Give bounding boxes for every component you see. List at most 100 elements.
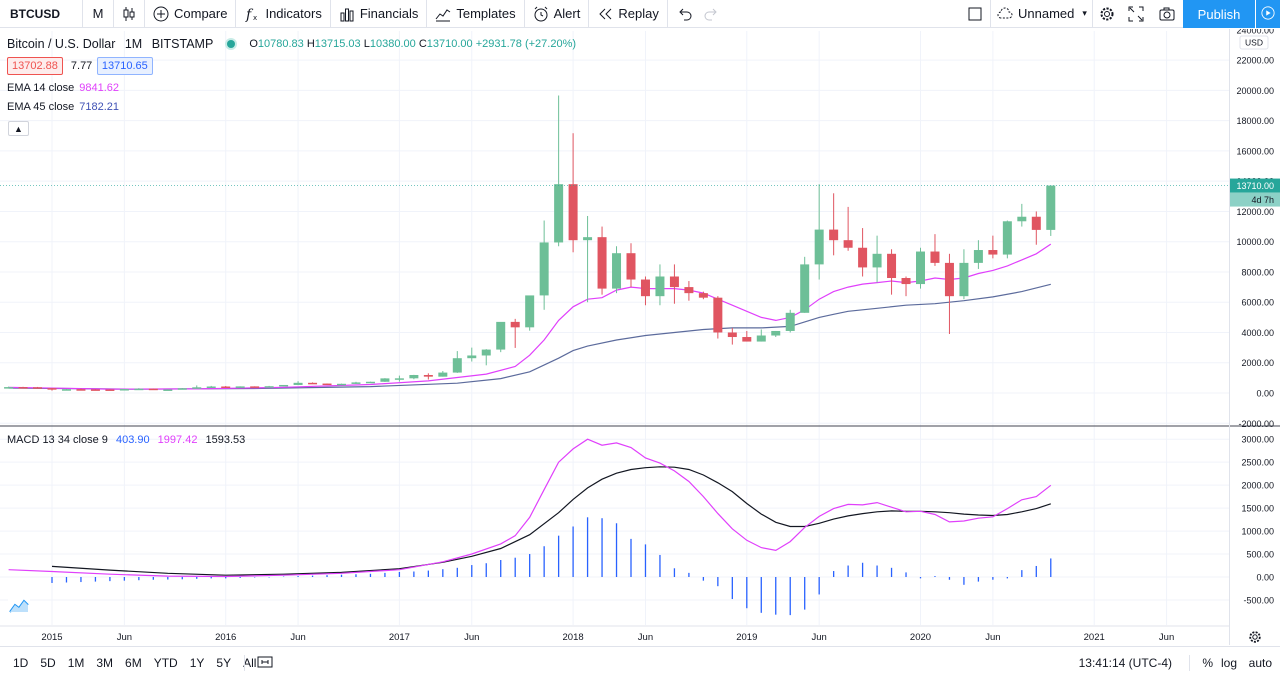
countdown-tag (1230, 192, 1280, 207)
time-tick-label: 2021 (1084, 632, 1105, 643)
toolbar-divider (588, 0, 590, 28)
chart-canvas[interactable]: -2000.00 0.00 2000.00 4000.00 6000.00 8000.00… (0, 29, 1280, 645)
undo-button[interactable] (672, 0, 698, 28)
bar-chart-icon (339, 6, 355, 22)
range-button-6m[interactable]: 6M (125, 655, 142, 670)
candle-body (496, 321, 506, 350)
currency-badge (1239, 35, 1269, 50)
change-value: +2931.78 (+27.20%) (475, 38, 577, 50)
settings-button[interactable] (1092, 0, 1120, 28)
plus-circle-icon (153, 6, 169, 22)
candle (944, 253, 954, 334)
expand-icon (1128, 6, 1144, 22)
symbol-description: Bitcoin / U.S. Dollar (7, 37, 116, 51)
alert-button[interactable]: Alert (525, 0, 589, 28)
candle (76, 388, 86, 391)
candle (554, 95, 564, 247)
symbol-search[interactable]: BTCUSD (10, 6, 60, 21)
redo-button[interactable] (698, 0, 724, 28)
candle (452, 351, 462, 373)
publish-button[interactable]: Publish (1183, 0, 1255, 28)
candle (423, 373, 433, 380)
fullscreen-layout-button[interactable] (960, 0, 990, 28)
candle-body (698, 293, 708, 298)
range-button-5d[interactable]: 5D (40, 655, 56, 670)
signal-line (51, 466, 1051, 576)
buy-price-tag[interactable]: 13710.65 (96, 57, 153, 75)
price-tick-label: 2500.00 (1241, 458, 1274, 468)
templates-icon (435, 6, 451, 22)
candle (930, 234, 940, 266)
candle-body (119, 389, 129, 391)
snapshot-button[interactable] (1152, 0, 1182, 28)
price-axis[interactable]: -2000.00 0.00 2000.00 4000.00 6000.00 8000.00… (1230, 29, 1280, 605)
layout-name-button[interactable]: Unnamed ▾ (990, 0, 1090, 28)
log-scale-toggle[interactable]: log (1220, 656, 1237, 670)
compare-button[interactable]: Compare (145, 0, 235, 28)
candle-body (640, 279, 650, 297)
time-axis[interactable]: 2015 Jun 2016 Jun 2017 Jun 2018 Jun 2019 Jun 2020 J… (41, 631, 1261, 643)
indicators-label: Indicators (265, 6, 322, 21)
replay-button[interactable]: Replay (589, 0, 666, 28)
percent-scale-toggle[interactable]: % (1202, 656, 1213, 670)
fullscreen-button[interactable] (1122, 0, 1150, 28)
auto-scale-toggle[interactable]: auto (1248, 656, 1272, 670)
candle-body (1046, 185, 1056, 230)
publish-menu-button[interactable] (1255, 0, 1280, 28)
range-button-5y[interactable]: 5Y (216, 655, 232, 670)
ema14-layer (8, 243, 1052, 390)
candle-body (76, 389, 86, 391)
candle (988, 235, 998, 259)
ema45-legend[interactable]: EMA 45 close 7182.21 (7, 101, 119, 113)
candle (655, 264, 665, 306)
replay-label: Replay (618, 6, 659, 21)
sell-price-tag[interactable]: 13702.88 (7, 57, 63, 75)
timezone-clock[interactable]: 13:41:14 (UTC-4) (1078, 656, 1172, 670)
chevron-up-icon: ▲ (14, 123, 23, 134)
collapse-legend-button[interactable]: ▲ (8, 121, 29, 136)
candle (814, 184, 824, 280)
cloud-icon (997, 6, 1013, 22)
candle-body (365, 381, 375, 384)
axis-settings-gear-icon[interactable] (1249, 631, 1261, 643)
interval-button[interactable]: M (92, 6, 104, 21)
macd-legend[interactable]: MACD 13 34 close 9 403.90 1997.42 1593.5… (7, 434, 245, 446)
range-button-1m[interactable]: 1M (67, 655, 85, 670)
candle-body (481, 349, 491, 356)
range-button-1d[interactable]: 1D (13, 655, 29, 670)
go-to-date-button[interactable] (257, 655, 273, 672)
legend-title[interactable]: Bitcoin / U.S. Dollar 1M BITSTAMP (7, 37, 213, 51)
financials-button[interactable]: Financials (331, 0, 427, 28)
range-button-1y[interactable]: 1Y (189, 655, 205, 670)
chart-style-button[interactable] (114, 0, 144, 28)
chevron-down-icon: ▾ (1082, 8, 1087, 18)
candle (829, 193, 839, 256)
candle-body (206, 386, 216, 388)
candle-body (279, 384, 289, 387)
ema14-legend[interactable]: EMA 14 close 9841.62 (7, 82, 119, 94)
candle (337, 383, 346, 386)
time-tick-label: Jun (638, 632, 653, 643)
candle (1046, 185, 1056, 236)
candle-body (235, 386, 245, 388)
candle-body (61, 389, 71, 391)
main-legend: Bitcoin / U.S. Dollar 1M BITSTAMP O10780… (7, 36, 576, 52)
price-tick-label: 2000.00 (1241, 481, 1274, 491)
macd-hist-value: 403.90 (115, 434, 150, 446)
range-button-ytd[interactable]: YTD (153, 655, 178, 670)
candle (698, 291, 708, 300)
candle-body (568, 184, 578, 241)
candle (134, 388, 144, 391)
candle-body (988, 250, 998, 255)
range-button-all[interactable]: All (243, 655, 257, 670)
candle-body (250, 386, 260, 388)
svg-text:f: f (245, 7, 254, 22)
range-button-3m[interactable]: 3M (96, 655, 114, 670)
alarm-clock-icon (533, 6, 549, 22)
templates-button[interactable]: Templates (427, 0, 523, 28)
candle-body (1017, 216, 1027, 222)
price-tick-label: 22000.00 (1236, 56, 1274, 66)
candle-body (916, 251, 925, 285)
tradingview-logo-icon[interactable] (8, 597, 30, 615)
